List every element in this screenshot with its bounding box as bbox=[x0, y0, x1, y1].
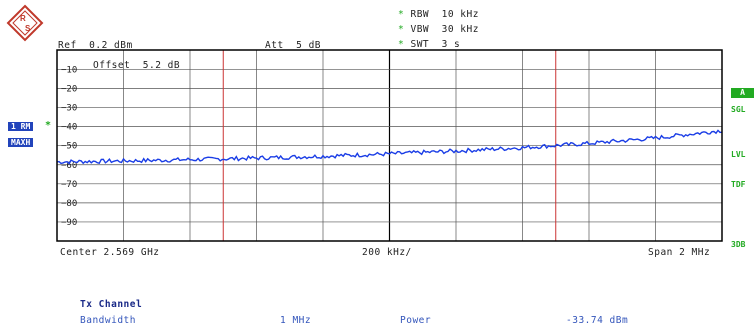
offset-label: Offset 5.2 dB bbox=[93, 60, 181, 71]
rbw-setting: * RBW 10 kHz bbox=[398, 9, 479, 20]
svg-text:R: R bbox=[20, 14, 26, 23]
trace-label[interactable]: 1 RM bbox=[8, 122, 34, 131]
ytick-label: −60 bbox=[61, 161, 77, 171]
trace-star: * bbox=[45, 120, 52, 131]
tx-channel-title: Tx Channel bbox=[80, 299, 143, 310]
ytick-label: −20 bbox=[61, 85, 77, 95]
ytick-label: −80 bbox=[61, 199, 77, 209]
detector-label[interactable]: MAXH bbox=[8, 138, 34, 147]
power-label: Power bbox=[400, 315, 432, 326]
power-value: -33.74 dBm bbox=[566, 315, 629, 326]
ytick-label: −90 bbox=[61, 218, 77, 228]
bandwidth-value: 1 MHz bbox=[280, 315, 312, 326]
status-tdf: TDF bbox=[731, 180, 746, 189]
ytick-label: −50 bbox=[61, 142, 77, 152]
ytick-labels: −10 −20 −30 −40 −50 −60 −70 −80 −90 bbox=[61, 65, 77, 227]
ytick-label: −10 bbox=[61, 65, 77, 75]
status-3db: 3DB bbox=[731, 240, 746, 249]
bandwidth-label: Bandwidth bbox=[80, 315, 136, 326]
div-frequency: 200 kHz/ bbox=[362, 247, 412, 258]
attenuation: Att 5 dB bbox=[265, 40, 322, 51]
grid bbox=[57, 50, 722, 241]
trace-line bbox=[56, 129, 723, 165]
status-a: A bbox=[731, 88, 754, 98]
span-frequency: Span 2 MHz bbox=[648, 247, 711, 258]
ytick-label: −30 bbox=[61, 104, 77, 114]
ref-level: Ref 0.2 dBm bbox=[58, 40, 133, 51]
ytick-label: −40 bbox=[61, 123, 77, 133]
plot-frame bbox=[56, 49, 723, 242]
vbw-setting: * VBW 30 kHz bbox=[398, 24, 479, 35]
swt-setting: * SWT 3 s bbox=[398, 39, 461, 50]
status-lvl: LVL bbox=[731, 150, 746, 159]
ytick-label: −70 bbox=[61, 180, 77, 190]
status-sgl: SGL bbox=[731, 105, 746, 114]
rohde-schwarz-logo: R S bbox=[6, 4, 44, 42]
center-frequency: Center 2.569 GHz bbox=[60, 247, 160, 258]
svg-text:S: S bbox=[25, 24, 31, 33]
